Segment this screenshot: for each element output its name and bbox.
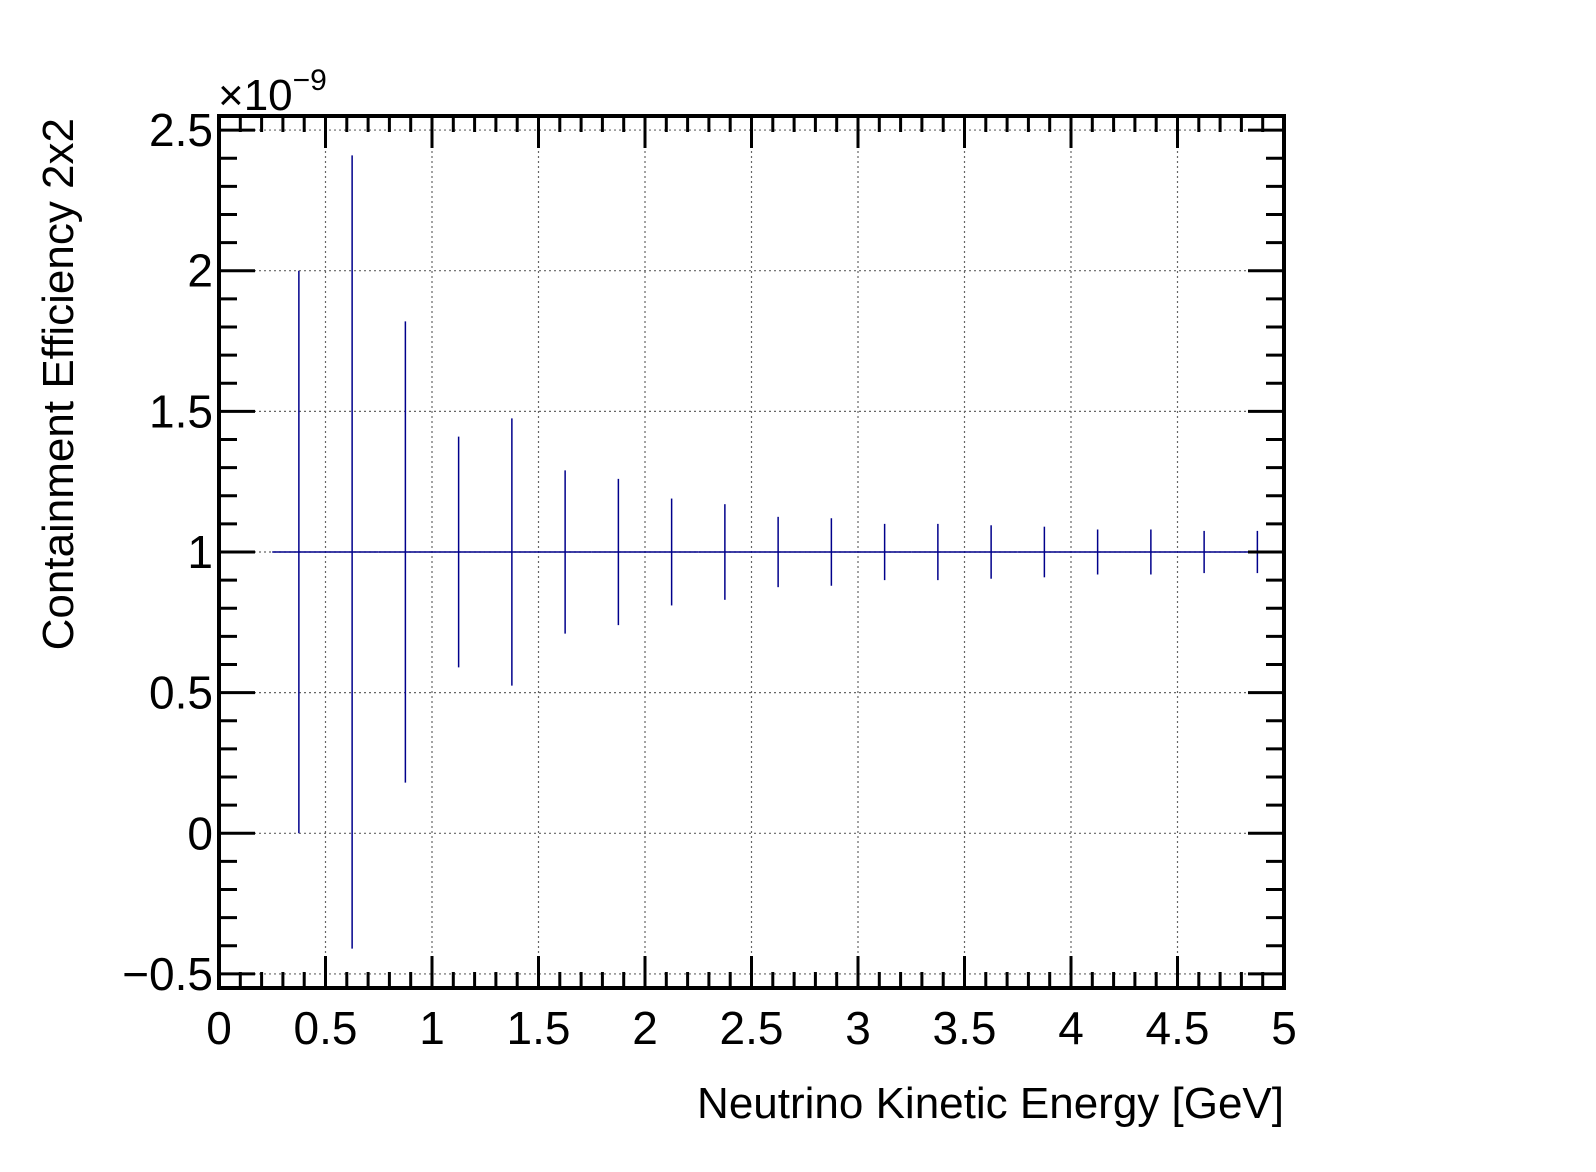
x-tick-label: 3.5 xyxy=(933,1002,997,1054)
y-multiplier: ×10−9 xyxy=(218,64,327,120)
tick-labels: 0 0.5 1 1.5 2 2.5 3 3.5 4 4.5 5−0.500.511.522.5 xyxy=(122,104,1297,1054)
y-tick-label: 2.5 xyxy=(149,104,213,156)
x-tick-label: 0 xyxy=(206,1002,232,1054)
x-tick-label: 2 xyxy=(632,1002,658,1054)
y-tick-label: 2 xyxy=(187,245,213,297)
y-axis-title: Containment Efficiency 2x2 xyxy=(34,118,83,650)
x-tick-label: 1.5 xyxy=(507,1002,571,1054)
axis-ticks xyxy=(217,116,1286,988)
x-tick-label: 5 xyxy=(1271,1002,1297,1054)
y-multiplier-exponent: −9 xyxy=(293,64,327,97)
x-axis-title: Neutrino Kinetic Energy [GeV] xyxy=(697,1079,1284,1128)
x-tick-label: 2.5 xyxy=(720,1002,784,1054)
y-tick-label: 0 xyxy=(187,807,213,859)
x-tick-label: 3 xyxy=(845,1002,871,1054)
x-tick-label: 4.5 xyxy=(1146,1002,1210,1054)
x-tick-label: 0.5 xyxy=(294,1002,358,1054)
y-tick-label: −0.5 xyxy=(122,948,213,1000)
x-tick-label: 4 xyxy=(1058,1002,1084,1054)
y-tick-label: 1.5 xyxy=(149,385,213,437)
y-tick-label: 0.5 xyxy=(149,667,213,719)
y-tick-label: 1 xyxy=(187,526,213,578)
y-multiplier-base: ×10 xyxy=(218,71,293,120)
data-series xyxy=(272,155,1284,949)
x-tick-label: 1 xyxy=(419,1002,445,1054)
